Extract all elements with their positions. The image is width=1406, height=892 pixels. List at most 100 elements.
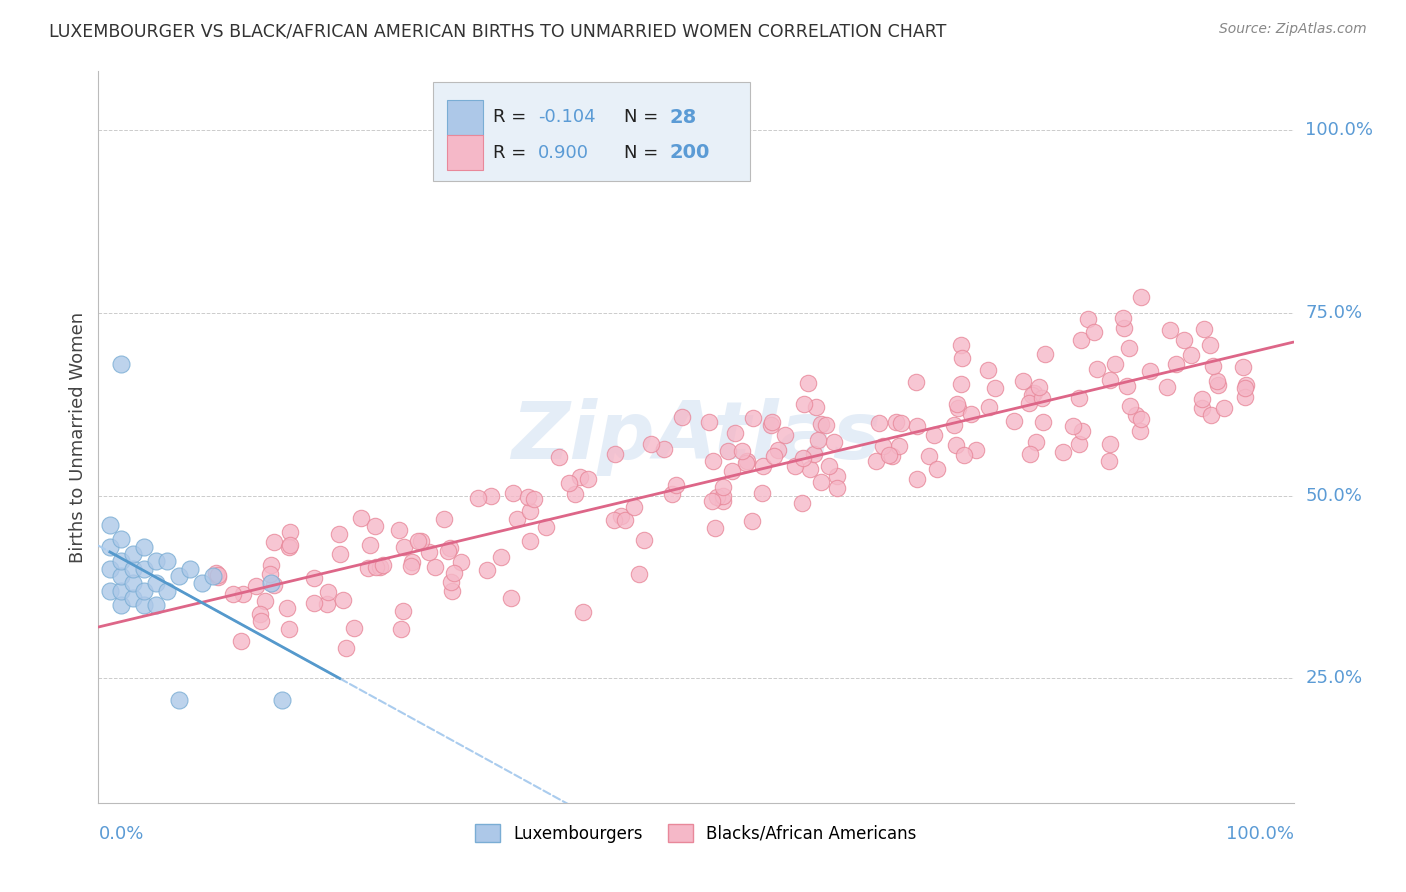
Text: 0.0%: 0.0% (98, 825, 143, 843)
Point (440, 574, 463, 589)
Point (799, 462, 821, 476)
Point (134, 583, 156, 598)
Point (1125, 408, 1147, 422)
Point (467, 491, 489, 505)
Point (1002, 414, 1025, 428)
Point (807, 434, 830, 448)
Point (440, 583, 463, 598)
Point (534, 520, 557, 534)
Point (122, 591, 145, 605)
Point (613, 513, 636, 527)
Point (316, 597, 339, 611)
Point (391, 604, 413, 618)
Point (418, 545, 440, 559)
Point (717, 444, 740, 458)
Point (191, 576, 214, 591)
Point (179, 562, 201, 576)
Point (202, 569, 225, 583)
Y-axis label: Births to Unmarried Women: Births to Unmarried Women (69, 311, 87, 563)
Point (887, 439, 910, 453)
Point (229, 633, 252, 648)
Point (564, 487, 586, 501)
Point (401, 555, 423, 569)
Point (316, 585, 339, 599)
Point (156, 554, 179, 568)
Point (984, 381, 1007, 395)
Point (924, 428, 946, 442)
Point (277, 622, 299, 636)
Point (98, 583, 121, 598)
Point (627, 566, 650, 581)
Point (773, 428, 796, 442)
Point (817, 459, 839, 474)
Point (1018, 395, 1040, 409)
Point (259, 566, 281, 581)
Point (1129, 412, 1152, 426)
Point (1202, 359, 1225, 373)
Point (1232, 360, 1254, 375)
Point (450, 556, 472, 570)
Point (890, 417, 912, 431)
Point (278, 540, 301, 554)
Legend: Luxembourgers, Blacks/African Americans: Luxembourgers, Blacks/African Americans (468, 818, 924, 849)
Point (721, 464, 744, 478)
Point (1112, 321, 1135, 335)
Point (263, 577, 285, 591)
Point (328, 527, 350, 541)
Point (394, 540, 416, 554)
Point (122, 576, 145, 591)
Point (1199, 409, 1222, 423)
Point (505, 512, 527, 526)
Point (949, 338, 972, 352)
Point (1098, 454, 1121, 468)
Text: R =: R = (494, 144, 531, 161)
Point (1173, 333, 1195, 347)
Point (1115, 378, 1137, 392)
Point (475, 563, 498, 577)
Point (408, 534, 430, 549)
Point (884, 415, 907, 429)
Point (1018, 447, 1040, 461)
Point (335, 640, 357, 655)
Point (731, 444, 754, 458)
Point (872, 439, 894, 453)
Point (814, 417, 837, 432)
Point (436, 544, 458, 558)
Point (702, 494, 724, 508)
Text: 75.0%: 75.0% (1306, 304, 1362, 322)
Point (1021, 387, 1043, 401)
Point (221, 587, 243, 601)
Point (357, 561, 380, 575)
Point (547, 450, 569, 464)
Point (502, 485, 524, 500)
Point (249, 607, 271, 621)
Point (110, 357, 132, 371)
Point (1085, 361, 1108, 376)
Point (260, 558, 283, 572)
Point (762, 449, 785, 463)
Text: N =: N = (624, 144, 664, 161)
Point (1159, 323, 1181, 337)
Point (652, 442, 675, 456)
Point (706, 490, 728, 504)
Point (1191, 401, 1213, 415)
Point (1052, 444, 1074, 458)
Point (640, 437, 662, 451)
Point (1139, 364, 1161, 378)
Point (603, 447, 626, 461)
Point (907, 472, 929, 486)
Point (759, 418, 782, 433)
Point (399, 558, 422, 573)
Point (145, 599, 167, 613)
Point (751, 486, 773, 500)
Point (387, 523, 409, 537)
Text: N =: N = (624, 109, 664, 127)
Point (523, 492, 546, 507)
Point (766, 442, 789, 457)
Point (205, 566, 228, 580)
Point (302, 596, 325, 610)
Point (877, 448, 900, 462)
Text: LUXEMBOURGER VS BLACK/AFRICAN AMERICAN BIRTHS TO UNMARRIED WOMEN CORRELATION CHA: LUXEMBOURGER VS BLACK/AFRICAN AMERICAN B… (49, 22, 946, 40)
Point (1212, 401, 1234, 415)
Point (98, 562, 121, 576)
